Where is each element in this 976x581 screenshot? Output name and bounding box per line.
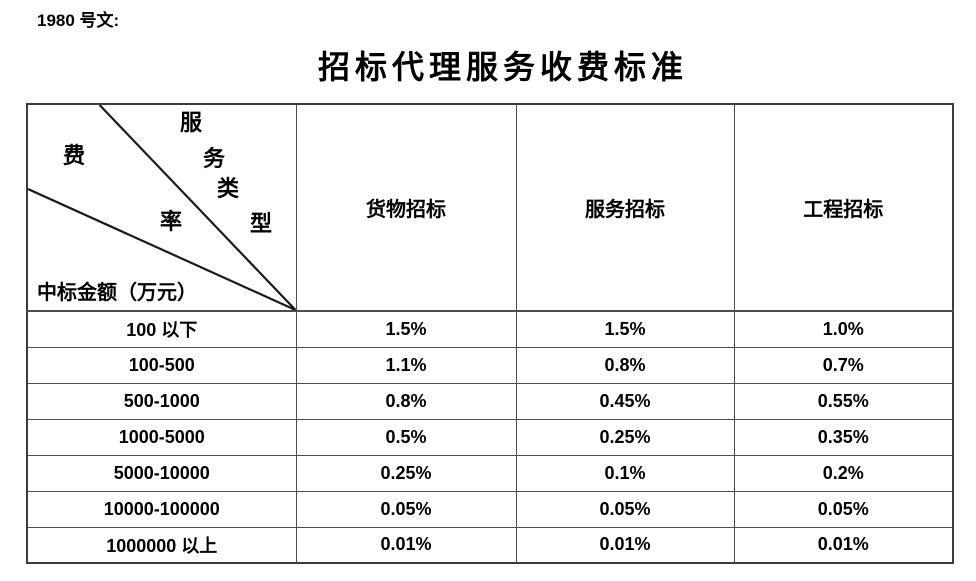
fee-rate-value: 0.01% [733,526,954,564]
header-row: 服 务 类 型 费 率 中标金额（万元） 货物招标 服务招标 工程招标 [26,103,954,312]
fee-rate-value: 0.05% [515,490,735,528]
fee-rate-value: 0.8% [515,346,735,384]
doc-number-label: 1980 号文: [37,11,120,30]
table-row: 500-1000 0.8% 0.45% 0.55% [26,382,954,420]
diagonal-lines-icon [28,105,295,309]
column-header-services-bidding: 服务招标 [515,103,735,312]
fee-rate-value: 0.35% [733,418,954,456]
table-row: 1000000 以上 0.01% 0.01% 0.01% [26,526,954,564]
corner-char-service-type: 务 [203,146,226,171]
fee-rate-value: 0.25% [295,454,517,492]
corner-amount-label: 中标金额（万元） [37,282,197,304]
column-header-works-bidding: 工程招标 [733,103,954,312]
fee-rate-value: 0.01% [515,526,735,564]
fee-rate-value: 1.1% [295,346,517,384]
table-row: 100-500 1.1% 0.8% 0.7% [26,346,954,384]
row-label-amount-range: 1000000 以上 [26,526,297,564]
table-row: 5000-10000 0.25% 0.1% 0.2% [26,454,954,492]
column-header-goods-bidding: 货物招标 [295,103,517,312]
table-row: 1000-5000 0.5% 0.25% 0.35% [26,418,954,456]
row-label-amount-range: 500-1000 [26,382,297,420]
row-label-amount-range: 100 以下 [26,310,297,348]
row-label-amount-range: 1000-5000 [26,418,297,456]
fee-rate-value: 0.2% [733,454,954,492]
fee-rate-value: 0.05% [295,490,517,528]
corner-char-fee-rate: 率 [160,209,183,234]
table-row: 100 以下 1.5% 1.5% 1.0% [26,310,954,348]
fee-rate-value: 0.45% [515,382,735,420]
table-row: 10000-100000 0.05% 0.05% 0.05% [26,490,954,528]
corner-char-service-type: 型 [250,211,273,236]
diagonal-header-cell: 服 务 类 型 费 率 中标金额（万元） [26,103,297,312]
fee-table-body: 100 以下 1.5% 1.5% 1.0% 100-500 1.1% 0.8% 0.7% 500… [26,310,954,564]
fee-rate-value: 0.01% [295,526,517,564]
fee-rate-value: 1.0% [733,310,954,348]
fee-rate-value: 0.1% [515,454,735,492]
fee-rate-value: 0.5% [295,418,517,456]
fee-rate-value: 0.25% [515,418,735,456]
fee-rate-value: 0.55% [733,382,954,420]
fee-rate-value: 0.05% [733,490,954,528]
row-label-amount-range: 5000-10000 [26,454,297,492]
corner-char-service-type: 类 [217,176,240,201]
fee-rate-value: 0.8% [295,382,517,420]
page-title: 招标代理服务收费标准 [317,49,688,85]
fee-rate-value: 0.7% [733,346,954,384]
row-label-amount-range: 100-500 [26,346,297,384]
fee-rate-value: 1.5% [515,310,735,348]
fee-table: 服 务 类 型 费 率 中标金额（万元） 货物招标 服务招标 工程招标 100 … [26,103,954,564]
corner-char-fee-rate: 费 [63,143,86,168]
fee-rate-value: 1.5% [295,310,517,348]
row-label-amount-range: 10000-100000 [26,490,297,528]
corner-char-service-type: 服 [180,110,203,135]
